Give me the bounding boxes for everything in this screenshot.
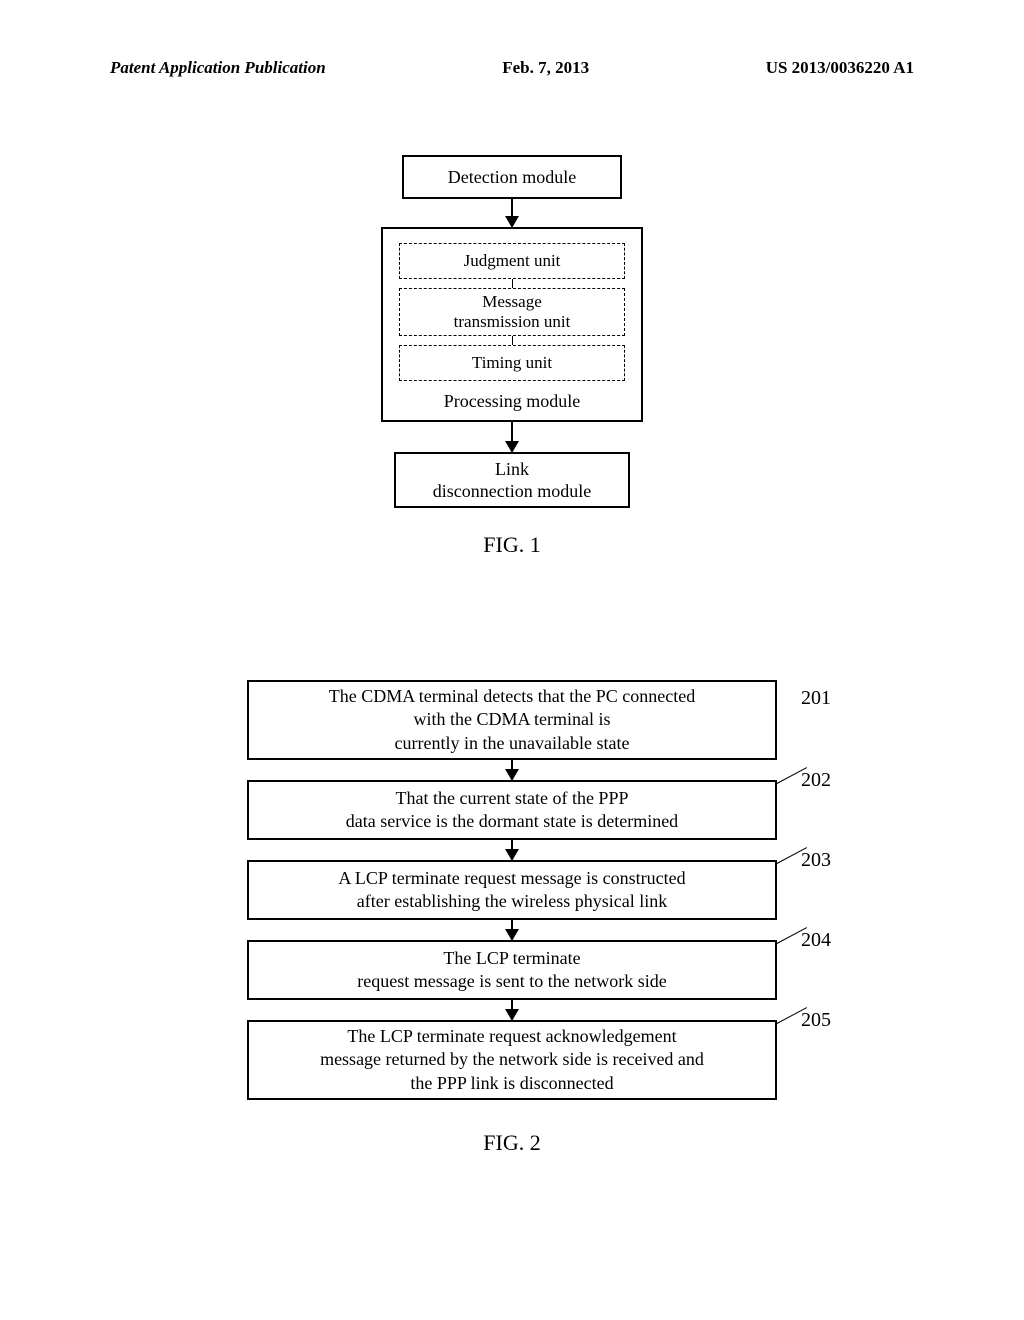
step-number-203: 203 [801, 848, 831, 874]
flow-arrow-3 [511, 920, 513, 940]
flow-step-201-line2: currently in the unavailable state [395, 732, 630, 755]
flow-step-201-line0: The CDMA terminal detects that the PC co… [329, 685, 695, 708]
flow-step-202-line0: That the current state of the PPP [396, 787, 629, 810]
figure-1-caption: FIG. 1 [362, 532, 662, 558]
connector-2 [512, 336, 513, 345]
judgment-unit-label: Judgment unit [464, 251, 561, 271]
flow-step-204-line0: The LCP terminate [443, 947, 580, 970]
flow-step-202-line1: data service is the dormant state is det… [346, 810, 678, 833]
timing-unit-box: Timing unit [399, 345, 625, 381]
flow-step-204-line1: request message is sent to the network s… [357, 970, 666, 993]
link-module-label-1: Link [495, 458, 529, 481]
header-right-text: US 2013/0036220 A1 [766, 58, 914, 78]
step-number-204: 204 [801, 928, 831, 954]
timing-unit-label: Timing unit [472, 353, 552, 373]
processing-module-box: Judgment unit Message transmission unit … [381, 227, 643, 422]
judgment-unit-box: Judgment unit [399, 243, 625, 279]
step-number-201: 201 [801, 686, 831, 712]
figure-1: Detection module Judgment unit Message t… [362, 155, 662, 558]
header-left-text: Patent Application Publication [110, 58, 326, 78]
page: Patent Application Publication Feb. 7, 2… [0, 0, 1024, 1320]
arrow-down-2 [511, 422, 513, 452]
message-transmission-unit-box: Message transmission unit [399, 288, 625, 336]
flow-arrow-2 [511, 840, 513, 860]
flow-step-201-line1: with the CDMA terminal is [414, 708, 611, 731]
flow-arrow-1 [511, 760, 513, 780]
flow-step-205-line0: The LCP terminate request acknowledgemen… [347, 1025, 676, 1048]
link-module-label-2: disconnection module [433, 480, 591, 503]
arrow-down-1 [511, 199, 513, 227]
flow-step-202: That the current state of the PPP data s… [247, 780, 777, 840]
flow-step-205-line2: the PPP link is disconnected [410, 1072, 613, 1095]
flow-step-203: A LCP terminate request message is const… [247, 860, 777, 920]
flow-step-203-line0: A LCP terminate request message is const… [338, 867, 685, 890]
flow-arrow-4 [511, 1000, 513, 1020]
page-header: Patent Application Publication Feb. 7, 2… [0, 58, 1024, 78]
msg-unit-label-2: transmission unit [454, 312, 571, 332]
header-center-text: Feb. 7, 2013 [502, 58, 589, 78]
step-number-202: 202 [801, 768, 831, 794]
flow-step-205-line1: message returned by the network side is … [320, 1048, 704, 1071]
detection-module-label: Detection module [448, 166, 576, 189]
link-disconnection-module-box: Link disconnection module [394, 452, 630, 508]
processing-module-label: Processing module [399, 391, 625, 412]
figure-2: The CDMA terminal detects that the PC co… [199, 680, 825, 1156]
figure-2-caption: FIG. 2 [199, 1130, 825, 1156]
step-number-205: 205 [801, 1008, 831, 1034]
detection-module-box: Detection module [402, 155, 622, 199]
msg-unit-label-1: Message [482, 292, 541, 312]
connector-1 [512, 279, 513, 288]
flow-step-203-line1: after establishing the wireless physical… [357, 890, 667, 913]
flow-step-204: The LCP terminate request message is sen… [247, 940, 777, 1000]
flow-step-201: The CDMA terminal detects that the PC co… [247, 680, 777, 760]
flow-step-205: The LCP terminate request acknowledgemen… [247, 1020, 777, 1100]
